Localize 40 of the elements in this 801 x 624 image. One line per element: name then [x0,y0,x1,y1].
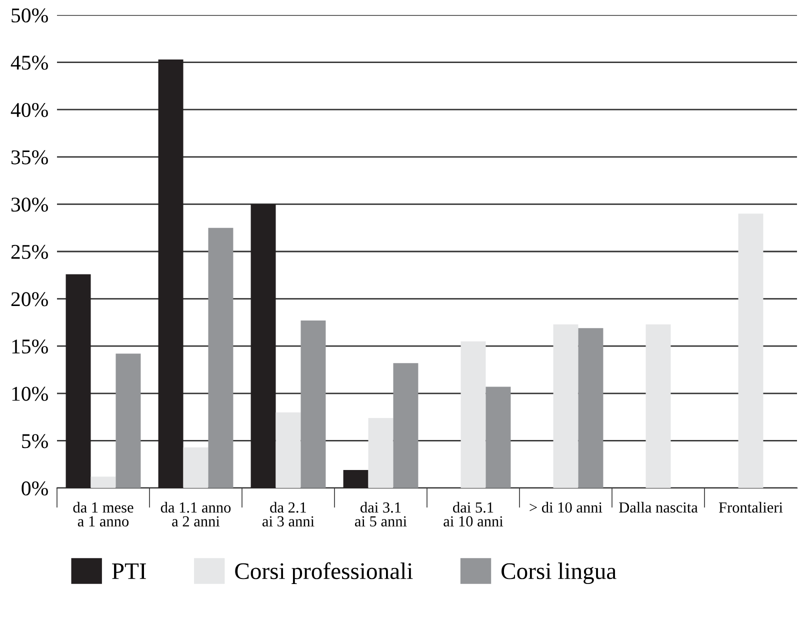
bar [208,228,234,488]
y-tick-label: 40% [10,102,48,118]
x-tick-label: da 2.1 ai 3 anni [262,502,314,526]
bar [486,386,511,488]
x-tick-label: da 1 mese a 1 anno [73,502,134,526]
y-tick-label: 5% [22,434,48,448]
legend-label: Corsi lingua [502,562,616,584]
y-tick-label: 30% [11,198,48,212]
bar [738,214,764,488]
x-tick-label: Dalla nascita [619,502,698,513]
y-tick-label: 35% [11,150,48,164]
bar [183,447,208,488]
y-tick-label: 0% [22,481,48,496]
bar [578,328,604,488]
y-tick-label: 20% [11,292,48,306]
y-tick-label: 45% [10,56,48,70]
bar [250,204,276,488]
x-tick-label: dai 3.1 ai 5 anni [354,502,407,526]
x-tick-label: da 1.1 anno a 2 anni [160,502,231,526]
bar [276,412,301,488]
y-tick-label: 10% [12,386,48,401]
bar [116,354,141,488]
bar [300,320,326,488]
bar [646,324,671,488]
y-tick-label: 50% [12,8,48,22]
bar [158,59,184,488]
bar [66,274,91,488]
legend-label: Corsi professionali [235,562,413,584]
y-tick-label: 25% [11,244,48,259]
x-tick-label: Frontalieri [718,502,783,513]
bar [393,363,418,488]
bar [90,476,116,488]
y-tick-label: 15% [12,339,48,354]
x-tick-label: > di 10 anni [530,502,602,513]
x-tick-label: dai 5.1 ai 10 anni [444,502,504,526]
bar [553,324,578,488]
legend-label: PTI [112,563,146,579]
bar [343,470,368,488]
bar [460,341,486,488]
bar [368,418,394,488]
